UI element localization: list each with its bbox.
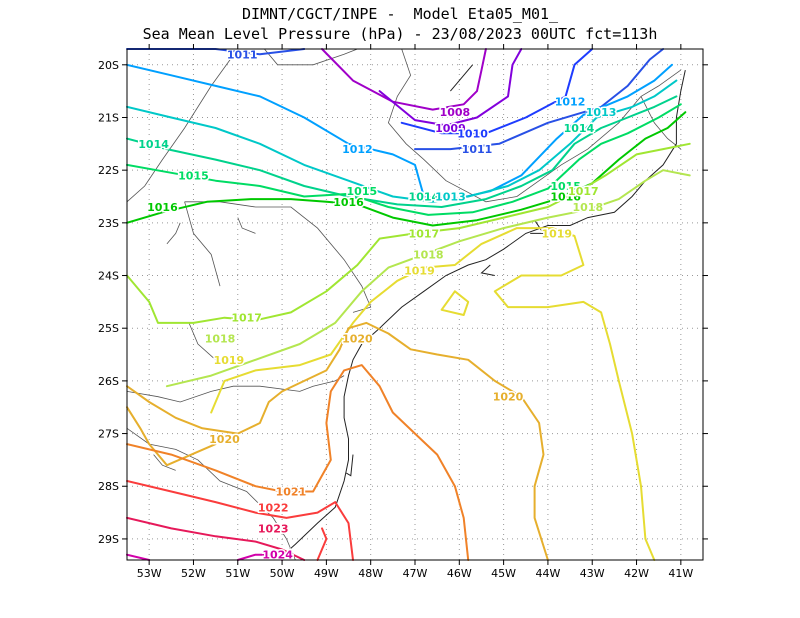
state-border-line [237,217,256,234]
isobar-line [400,48,594,135]
state-border-line [188,322,216,361]
isobar-line [126,103,682,216]
isobar-line [440,290,470,316]
lon-tick-label: 43W [580,567,605,580]
isobar-label: 1018 [413,248,444,261]
isobar-label: 1017 [231,312,262,325]
isobar-label: 1020 [493,391,524,404]
state-border-line [387,48,682,203]
isobar-label: 1020 [342,333,373,346]
lon-tick-label: 46W [447,567,472,580]
lat-tick-label: 21S [98,111,119,124]
isobar-label: 1023 [258,522,289,535]
isobar-label: 1021 [276,486,307,499]
isobar-label: 1014 [564,122,595,135]
lat-tick-label: 24S [98,270,119,283]
axis-ticks: 20S 21S 22S 23S 24S 25S 26S 27S 28S 29S 53W 52W 51W 5… [98,44,708,580]
lon-tick-label: 53W [137,567,162,580]
isobar-line [126,553,151,561]
lon-tick-label: 50W [270,567,295,580]
isobar-line [126,480,354,561]
isobar-label: 1020 [209,433,240,446]
isobar-label: 1015 [347,185,378,198]
isobar-label: 1019 [541,227,572,240]
isobar-label: 1014 [138,138,169,151]
isobar-label: 1016 [333,196,364,209]
isobar-label: 1008 [440,106,471,119]
isobar-label: 1015 [550,180,581,193]
isobar-label: 1018 [572,201,603,214]
isobar-line [236,553,284,561]
isobar-label: 1013 [435,191,466,204]
isobar-line [126,364,470,561]
lon-tick-label: 52W [181,567,206,580]
lat-tick-label: 20S [98,59,119,72]
isobar-label: 1022 [258,501,289,514]
isobar-label: 1012 [342,143,373,156]
state-border-line [184,201,221,287]
isobar-line [126,111,687,227]
isobar-line [126,95,678,208]
state-border-line [264,48,358,66]
chart-title-line-2: Sea Mean Level Pressure (hPa) - 23/08/20… [142,25,658,43]
lat-tick-label: 27S [98,428,119,441]
isobar-label: 1024 [262,549,293,562]
isobar-label: 1010 [457,127,488,140]
isobar-label: 1019 [214,354,245,367]
isobar-label: 1018 [205,333,236,346]
lat-tick-label: 26S [98,375,119,388]
lon-tick-label: 47W [403,567,428,580]
isobar-line [126,79,678,203]
lon-tick-label: 41W [668,567,693,580]
coastline-segment [450,64,473,92]
state-border-line [126,375,345,403]
isobar-label: 1016 [147,201,178,214]
lat-tick-label: 29S [98,533,119,546]
chart-title-line-1: DIMNT/CGCT/INPE - Model Eta05_M01_ [241,5,559,23]
isobar-line [210,227,656,561]
isobar-label: 1016 [550,191,581,204]
lat-tick-label: 25S [98,322,119,335]
lon-tick-label: 48W [358,567,383,580]
isobar-label: 1014 [409,191,440,204]
isobar-label: 1017 [568,185,599,198]
isobar-line [165,169,691,388]
isobar-label: 1009 [435,122,466,135]
isobar-label: 1019 [404,264,435,277]
isobar-label: 1011 [227,48,258,61]
isobars [126,48,691,561]
lat-tick-label: 28S [98,480,119,493]
isobar-line [378,48,523,127]
state-border-line [184,201,372,313]
lat-tick-label: 22S [98,164,119,177]
lon-tick-label: 51W [225,567,250,580]
state-border-line [153,454,176,471]
coastline-segment [530,219,545,234]
isobar-line [316,527,328,561]
state-border-line [126,48,239,203]
coastline-segment [480,264,495,276]
lon-tick-label: 44W [535,567,560,580]
coastline-segment [346,454,354,477]
state-border-line [126,427,296,561]
state-border-line [166,222,181,245]
lon-tick-label: 49W [314,567,339,580]
isobar-line [126,321,549,561]
isobar-line [126,142,691,324]
isobar-label: 1012 [555,96,586,109]
isobar-label: 1017 [409,227,440,240]
isobar-label: 1011 [462,143,493,156]
isobar-line [321,48,487,111]
lat-tick-label: 23S [98,217,119,230]
lon-tick-label: 45W [491,567,516,580]
isobar-label: 1015 [178,169,209,182]
isobar-line [126,516,306,561]
isobar-line [414,48,665,151]
isobar-label: 1013 [586,106,617,119]
isobar-line [126,63,673,201]
isobar-labels: 1011101410151016100810091010101110121015… [137,47,618,563]
lon-tick-label: 42W [624,567,649,580]
